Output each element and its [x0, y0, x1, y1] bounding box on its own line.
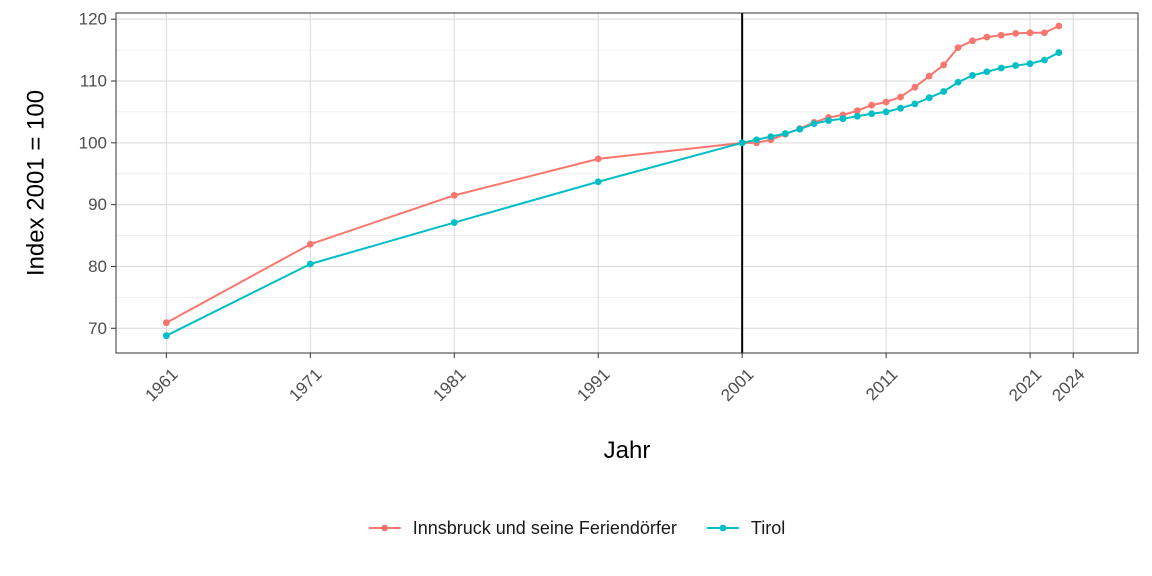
data-point: [868, 110, 876, 118]
data-point: [911, 100, 919, 108]
y-axis-title: Index 2001 = 100: [23, 90, 50, 276]
x-tick-label: 2011: [862, 365, 901, 404]
data-point: [983, 33, 991, 41]
data-point: [954, 78, 962, 86]
data-point: [450, 191, 458, 199]
data-point: [1041, 29, 1048, 37]
data-point: [781, 130, 789, 137]
data-point: [925, 72, 933, 80]
y-tick-label: 70: [88, 319, 107, 338]
data-point: [810, 120, 818, 128]
data-point: [940, 61, 948, 69]
legend-item-0: Innsbruck und seine Feriendörfer: [368, 518, 677, 538]
data-point: [450, 219, 458, 226]
data-point: [796, 125, 804, 133]
grid: [116, 13, 1138, 353]
data-point: [1012, 30, 1020, 37]
data-point: [306, 260, 314, 268]
legend-label: Innsbruck und seine Feriendörfer: [413, 518, 677, 538]
data-point: [839, 115, 847, 123]
x-axis: 1961 1971 1981 1991 2001 2011 2021 2024: [142, 353, 1089, 405]
legend: Innsbruck und seine Feriendörfer Tirol: [368, 518, 785, 538]
data-point: [997, 31, 1005, 39]
y-tick-label: 110: [80, 72, 107, 91]
data-point: [940, 88, 948, 95]
data-point: [162, 332, 170, 340]
series-line: [165, 25, 1060, 324]
y-tick-label: 80: [88, 257, 107, 276]
x-tick-label: 2021: [1005, 365, 1045, 405]
data-point: [825, 117, 832, 124]
x-tick-label: 1971: [285, 365, 325, 405]
data-point: [162, 319, 170, 327]
data-point: [983, 68, 991, 76]
data-point: [969, 37, 976, 45]
x-tick-label: 1981: [429, 365, 469, 405]
data-point: [954, 44, 962, 52]
data-point: [594, 155, 602, 163]
data-point: [897, 93, 904, 101]
data-point: [925, 94, 933, 102]
data-point: [868, 101, 876, 109]
data-point: [1055, 22, 1063, 30]
series-layer: [162, 22, 1063, 340]
legend-label: Tirol: [751, 518, 785, 538]
data-point: [911, 83, 919, 91]
x-tick-label: 2001: [717, 365, 757, 405]
x-tick-label: 2024: [1048, 365, 1088, 405]
series-0: [162, 22, 1063, 327]
legend-item-1: Tirol: [706, 518, 785, 538]
data-point: [306, 240, 314, 248]
data-point: [753, 136, 760, 144]
data-point: [1041, 56, 1048, 64]
x-tick-label: 1991: [573, 365, 613, 405]
legend-key-point: [719, 524, 727, 532]
data-point: [853, 112, 861, 120]
series-line: [165, 51, 1060, 337]
data-point: [1026, 60, 1034, 68]
x-axis-title: Jahr: [604, 437, 651, 464]
data-point: [882, 98, 890, 106]
data-point: [1026, 29, 1034, 37]
data-point: [882, 108, 890, 116]
x-tick-label: 1961: [142, 365, 182, 405]
y-axis: 70 80 90 100 110 120: [79, 10, 116, 338]
plot-panel-border: [115, 12, 1139, 354]
series-1: [162, 49, 1063, 340]
legend-key-point: [381, 524, 389, 532]
y-tick-label: 120: [79, 10, 107, 29]
data-point: [997, 64, 1005, 72]
data-point: [853, 107, 861, 115]
data-point: [897, 104, 904, 112]
y-tick-label: 90: [88, 195, 107, 214]
data-point: [1012, 62, 1020, 69]
data-point: [969, 72, 976, 79]
y-tick-label: 100: [79, 133, 107, 152]
data-point: [738, 139, 746, 147]
data-point: [594, 178, 602, 186]
data-point: [1055, 49, 1063, 56]
data-point: [767, 133, 775, 141]
